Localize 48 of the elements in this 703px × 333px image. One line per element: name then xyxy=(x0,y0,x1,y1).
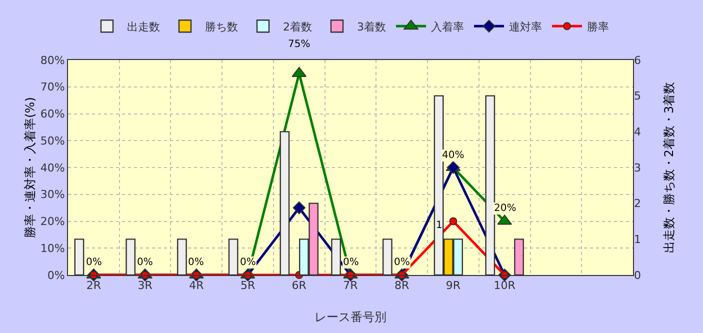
data-label: 0% xyxy=(394,257,410,268)
y-tick-label: 80% xyxy=(40,54,65,67)
point xyxy=(449,217,458,226)
x-tick-label: 3R xyxy=(138,279,153,292)
y2-axis-title: 出走数・勝ち数・2着数・3着数 xyxy=(662,82,676,254)
x-tick-label: 4R xyxy=(189,279,204,292)
y-tick-label: 50% xyxy=(40,134,65,148)
x-tick-label: 10R xyxy=(494,279,516,292)
y-tick-label: 30% xyxy=(40,188,65,202)
y2-tick-label: 1 xyxy=(634,233,641,246)
x-tick-label: 6R xyxy=(292,279,307,292)
x-tick-label: 9R xyxy=(446,279,461,292)
data-label: 0% xyxy=(137,257,153,268)
point xyxy=(292,201,306,214)
x-tick-label: 7R xyxy=(343,279,358,292)
y-tick-label: 60% xyxy=(40,108,65,121)
x-axis-title: レース番号別 xyxy=(314,310,386,324)
x-tick-label: 2R xyxy=(86,279,102,292)
data-label: 0% xyxy=(240,257,256,268)
data-label: 0% xyxy=(188,257,204,268)
y-tick-label: 40% xyxy=(40,161,65,174)
y-tick-label: 10% xyxy=(40,242,65,255)
y2-tick-label: 0 xyxy=(634,268,641,282)
data-label: 0% xyxy=(86,257,102,268)
data-label: 0% xyxy=(343,257,359,268)
legend-label: 出走数 xyxy=(127,20,160,34)
legend-label: 2着数 xyxy=(283,20,312,34)
y2-tick-label: 3 xyxy=(634,161,641,174)
legend-label: 入着率 xyxy=(431,20,464,34)
legend-label: 連対率 xyxy=(509,20,542,34)
legend-label: 勝ち数 xyxy=(205,20,238,34)
data-label: 20% xyxy=(494,203,516,214)
y2-tick-label: 2 xyxy=(634,197,641,210)
data-label: 40% xyxy=(442,150,464,161)
y-tick-label: 20% xyxy=(40,215,65,228)
x-tick-label: 8R xyxy=(394,279,410,292)
legend-label: 3着数 xyxy=(357,20,386,34)
legend-label: 勝率 xyxy=(587,20,609,34)
data-label: 75% xyxy=(288,39,310,50)
annotation: 1 xyxy=(436,220,442,231)
x-tick-label: 5R xyxy=(240,279,256,292)
y2-tick-label: 4 xyxy=(634,126,641,139)
point xyxy=(446,161,460,174)
y2-tick-label: 6 xyxy=(634,54,641,67)
y-tick-label: 0% xyxy=(47,268,65,282)
y2-tick-label: 5 xyxy=(634,90,641,103)
y-tick-label: 70% xyxy=(40,80,65,94)
y-axis-title: 勝率・連対率・入着率(%) xyxy=(23,97,37,238)
